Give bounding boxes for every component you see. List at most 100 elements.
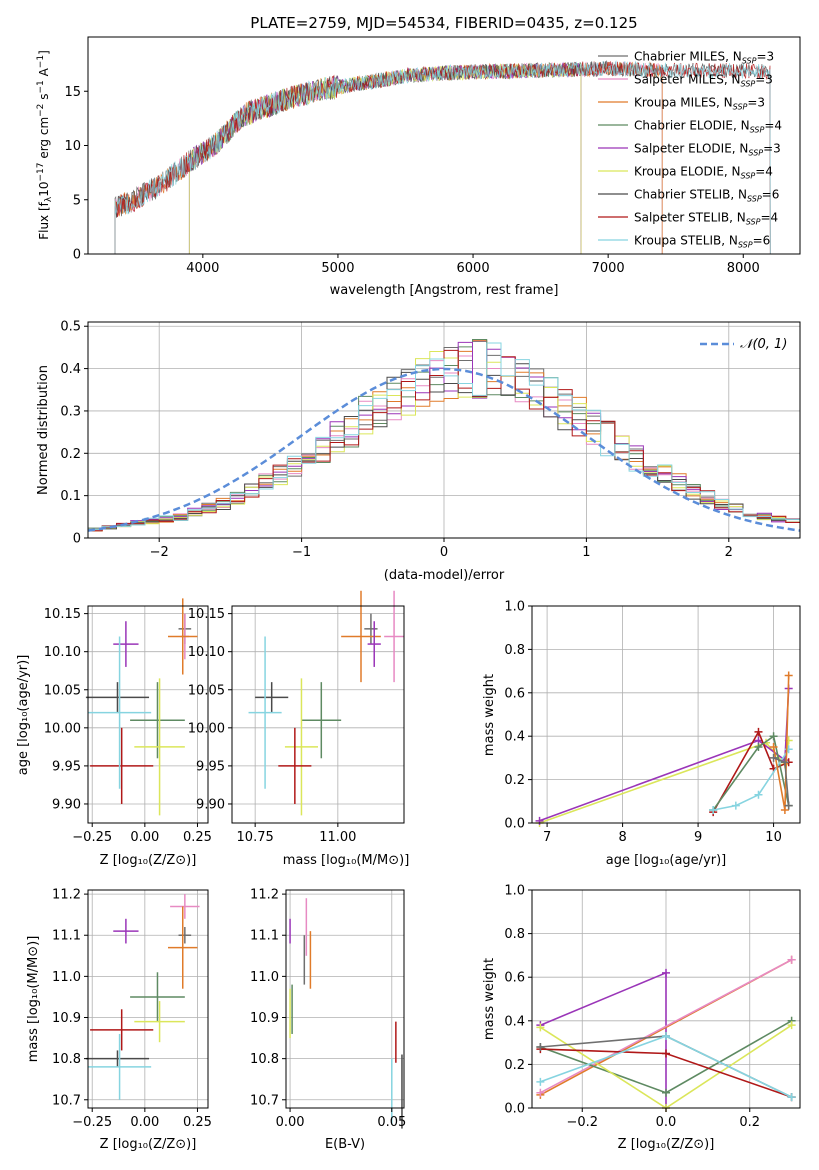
weight-line-kroupa-stelib	[713, 748, 790, 811]
spectrum-panel: PLATE=2759, MJD=54534, FIBERID=0435, z=0…	[36, 14, 801, 298]
x-tick-label: 8000	[727, 261, 760, 276]
z-age-panel: −0.25 0.00 0.25 9.90 9.95 10.00 10.05 10.10 10.1…	[16, 598, 212, 868]
legend-label-kroupa-elodie: Kroupa ELODIE, NSSP=4	[634, 165, 773, 181]
weight-line-chabrier-elodie	[712, 734, 790, 811]
x-tick-label: 10	[765, 830, 782, 845]
weight-line-salpeter-miles	[540, 959, 792, 1094]
y-tick-label: 10.8	[52, 1052, 81, 1067]
weight-marker-chabrier-elodie	[769, 732, 778, 741]
weight-marker-salpeter-miles	[536, 1088, 545, 1097]
weight-marker-chabrier-miles	[536, 1042, 545, 1051]
mass-age-xlabel: mass [log₁₀(M/M⊙)]	[283, 853, 410, 868]
x-tick-label: 9	[694, 830, 702, 845]
histogram-steps-kroupa-stelib	[87, 342, 800, 538]
y-tick-label: 9.90	[52, 797, 81, 812]
spectrum-line-salpeter-stelib	[114, 60, 771, 255]
weight-marker-kroupa-elodie	[536, 1023, 545, 1032]
x-tick-label: 0.00	[130, 830, 159, 845]
y-tick-label: 10.7	[52, 1093, 81, 1108]
x-tick-label: −2	[150, 545, 169, 560]
residual-histogram-panel: −2 −1 0 1 2 0 0.1 0.2 0.3 0.4 0.5 (data-model)/err…	[36, 320, 801, 583]
weight-marker-chabrier-elodie	[754, 743, 763, 752]
weight-marker-chabrier-elodie	[662, 1088, 670, 1097]
y-tick-label: 10.15	[44, 607, 81, 622]
mass-age-axes	[231, 605, 405, 824]
x-tick-label: 0	[440, 545, 448, 560]
legend-label-kroupa-stelib: Kroupa STELIB, NSSP=6	[634, 234, 770, 250]
y-tick-label: 10.05	[188, 683, 225, 698]
y-tick-label: 11.2	[250, 888, 279, 903]
weight-line-salpeter-stelib	[712, 730, 790, 813]
x-tick-label: 0.25	[183, 830, 212, 845]
weight-marker-chabrier-miles	[769, 753, 778, 762]
z-mass-xlabel: Z [log₁₀(Z/Z⊙)]	[100, 1137, 197, 1152]
y-tick-label: 0.1	[60, 489, 81, 504]
x-tick-label: 10.75	[237, 830, 274, 845]
y-tick-label: 0.2	[60, 447, 81, 462]
z-mass-panel: −0.25 0.00 0.25 10.7 10.8 10.9 11.0 11.1 11.2 Z …	[26, 888, 212, 1152]
y-tick-label: 0	[73, 248, 81, 263]
weight-marker-kroupa-stelib	[787, 1093, 796, 1102]
y-tick-label: 10.15	[188, 607, 225, 622]
legend-label-salpeter-stelib: Salpeter STELIB, NSSP=4	[634, 211, 778, 227]
age-weight-axes	[531, 605, 801, 824]
y-tick-label: 10.00	[188, 721, 225, 736]
weight-marker-kroupa-miles	[784, 671, 793, 680]
weight-marker-kroupa-stelib	[536, 1077, 545, 1086]
ebv-mass-xlabel: E(B-V)	[325, 1137, 365, 1152]
x-tick-label: 8	[618, 830, 626, 845]
y-tick-label: 10	[64, 139, 81, 154]
y-tick-label: 10.05	[44, 683, 81, 698]
weight-marker-salpeter-stelib	[754, 727, 763, 736]
y-tick-label: 1.0	[504, 600, 525, 615]
weight-marker-kroupa-stelib	[662, 1032, 670, 1041]
y-tick-label: 0.2	[504, 773, 525, 788]
y-tick-label: 15	[64, 85, 81, 100]
y-tick-label: 0.6	[504, 686, 525, 701]
weight-marker-kroupa-miles	[769, 743, 778, 752]
y-tick-label: 1.0	[504, 884, 525, 899]
y-tick-label: 0.0	[504, 1102, 525, 1117]
z-weight-xlabel: Z [log₁₀(Z/Z⊙)]	[618, 1137, 715, 1152]
age-weight-panel: 7 8 9 10 0.0 0.2 0.4 0.6 0.8 1.0 age [log₁₀(age/y…	[482, 600, 801, 868]
age-weight-xlabel: age [log₁₀(age/yr)]	[606, 853, 727, 868]
x-tick-label: 5000	[321, 261, 354, 276]
legend-label-salpeter-miles: Salpeter MILES, NSSP=3	[634, 73, 773, 89]
y-tick-label: 10.10	[188, 645, 225, 660]
spectrum-title: PLATE=2759, MJD=54534, FIBERID=0435, z=0…	[250, 14, 637, 32]
y-tick-label: 0.0	[504, 817, 525, 832]
legend-label-chabrier-elodie: Chabrier ELODIE, NSSP=4	[634, 119, 782, 135]
x-tick-label: 6000	[457, 261, 490, 276]
x-tick-label: 4000	[186, 261, 219, 276]
spectrum-ylabel: Flux [fλ10−17 erg cm−2 s−1 A−1]	[36, 50, 54, 240]
histogram-legend: 𝒩(0, 1)	[700, 337, 787, 352]
x-tick-label: 7	[543, 830, 551, 845]
y-tick-label: 0.4	[504, 730, 525, 745]
legend-label-normal: 𝒩(0, 1)	[740, 337, 787, 352]
y-tick-label: 5	[73, 193, 81, 208]
y-tick-label: 0.5	[60, 320, 81, 335]
y-tick-label: 0	[73, 532, 81, 547]
y-tick-label: 0.8	[504, 643, 525, 658]
y-tick-label: 0.3	[60, 404, 81, 419]
weight-marker-kroupa-miles	[780, 805, 789, 814]
ebv-mass-axes	[285, 889, 405, 1109]
z-age-ylabel: age [log₁₀(age/yr)]	[16, 655, 31, 776]
z-age-xlabel: Z [log₁₀(Z/Z⊙)]	[100, 853, 197, 868]
spectrum-line-kroupa-stelib	[114, 60, 771, 255]
y-tick-label: 10.9	[52, 1011, 81, 1026]
weight-marker-kroupa-stelib	[731, 801, 740, 810]
z-weight-ylabel: mass weight	[482, 958, 497, 1040]
x-tick-label: 0.25	[183, 1115, 212, 1130]
y-tick-label: 11.1	[250, 929, 279, 944]
y-tick-label: 11.1	[52, 929, 81, 944]
weight-marker-chabrier-miles	[780, 758, 789, 767]
weight-marker-chabrier-miles	[784, 801, 793, 810]
x-tick-label: 11.00	[319, 830, 356, 845]
weight-marker-kroupa-stelib	[754, 790, 763, 799]
histogram-ylabel: Normed distribution	[36, 365, 51, 495]
x-tick-label: 0.05	[377, 1115, 406, 1130]
x-tick-label: −0.25	[72, 830, 112, 845]
y-tick-label: 10.7	[250, 1093, 279, 1108]
